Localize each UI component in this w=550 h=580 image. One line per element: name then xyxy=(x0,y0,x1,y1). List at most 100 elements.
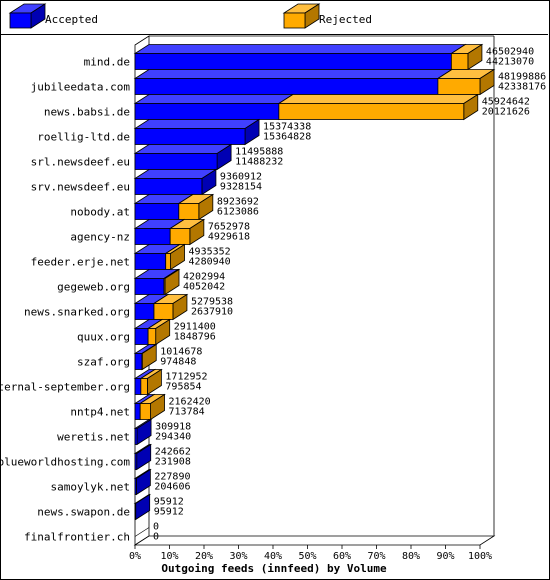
bar-accepted xyxy=(133,493,152,521)
accepted-value-label: 6123086 xyxy=(217,207,259,218)
rejected-swatch-box xyxy=(282,3,321,29)
category-label: nntp4.net xyxy=(70,406,130,419)
accepted-value-label: 4280940 xyxy=(189,257,231,268)
accepted-value-label: 15364828 xyxy=(263,132,311,143)
accepted-value-label: 2637910 xyxy=(191,307,233,318)
bar-row xyxy=(134,527,150,537)
offered-value-label: 45924642 xyxy=(482,97,530,108)
bar-rejected xyxy=(450,43,484,71)
offered-value-label: 7652978 xyxy=(208,222,250,233)
bar-accepted xyxy=(133,93,295,121)
category-label: eternal-september.org xyxy=(0,381,130,394)
bar-rejected xyxy=(138,393,166,421)
bar-accepted xyxy=(133,143,233,171)
category-label: finalfrontier.ch xyxy=(24,531,130,544)
accepted-value-label: 0 xyxy=(153,532,159,543)
x-tick-label: 80% xyxy=(402,551,420,562)
accepted-value-label: 4929618 xyxy=(208,232,250,243)
bar-accepted xyxy=(133,68,454,96)
legend-rejected: Rejected xyxy=(282,3,372,29)
accepted-swatch-box xyxy=(8,3,47,29)
offered-value-label: 9360912 xyxy=(220,172,262,183)
bar-accepted xyxy=(133,168,218,196)
category-label: mind.de xyxy=(84,56,130,69)
category-label: feeder.erje.net xyxy=(31,256,130,269)
category-label: srv.newsdeef.eu xyxy=(31,181,130,194)
accepted-value-label: 795854 xyxy=(165,382,201,393)
category-label: news.swapon.de xyxy=(37,506,130,519)
chart-title: Outgoing feeds (innfeed) by Volume xyxy=(161,562,387,575)
accepted-value-label: 4052042 xyxy=(183,282,225,293)
bar-accepted xyxy=(133,443,153,471)
bar-accepted xyxy=(133,468,152,496)
offered-value-label: 4202994 xyxy=(183,272,225,283)
bar-row xyxy=(133,468,152,496)
x-tick-label: 50% xyxy=(298,551,316,562)
category-label: jubileedata.com xyxy=(31,81,131,94)
accepted-value-label: 974848 xyxy=(160,357,196,368)
x-tick-label: 20% xyxy=(195,551,213,562)
bar-rejected xyxy=(168,218,206,246)
offered-value-label: 46502940 xyxy=(486,47,534,58)
bar-row xyxy=(133,368,163,396)
x-tick-label: 90% xyxy=(436,551,454,562)
x-tick-label: 40% xyxy=(264,551,282,562)
category-labels: mind.de jubileedata.com news.babsi.de roell… xyxy=(0,56,130,544)
category-label: agency-nz xyxy=(70,231,130,244)
bar-accepted xyxy=(133,118,261,146)
bar-row xyxy=(133,443,153,471)
legend-accepted: Accepted xyxy=(8,3,98,29)
x-tick-label: 0% xyxy=(129,551,141,562)
legend-swatch-accepted xyxy=(8,3,47,29)
bar-row xyxy=(133,93,480,121)
bar-row xyxy=(133,243,186,271)
category-label: weretis.net xyxy=(57,431,130,444)
bar-accepted xyxy=(133,418,153,446)
bar-rejected xyxy=(164,243,186,271)
bar-rejected xyxy=(140,343,158,371)
category-label: quux.org xyxy=(77,331,130,344)
offered-value-label: 11495888 xyxy=(235,147,283,158)
legend-label-accepted: Accepted xyxy=(45,13,98,26)
bar-row xyxy=(133,393,166,421)
accepted-value-label: 95912 xyxy=(154,507,184,518)
bar-rejected xyxy=(162,268,181,296)
category-label: blueworldhosting.com xyxy=(0,456,130,469)
accepted-value-label: 42338176 xyxy=(498,82,546,93)
bar-empty xyxy=(134,527,150,537)
accepted-value-label: 204606 xyxy=(154,482,190,493)
x-tick-label: 30% xyxy=(229,551,247,562)
legend-swatch-rejected xyxy=(282,3,321,29)
category-label: srl.newsdeef.eu xyxy=(31,156,130,169)
bar-rejected xyxy=(177,193,215,221)
offered-value-label: 2162420 xyxy=(169,397,211,408)
accepted-value-label: 231908 xyxy=(155,457,191,468)
bar-row xyxy=(133,493,152,521)
offered-value-label: 0 xyxy=(153,522,159,533)
category-label: roellig-ltd.de xyxy=(37,131,130,144)
x-tick-label: 100% xyxy=(468,551,492,562)
bars xyxy=(133,43,496,537)
category-label: samoylyk.net xyxy=(51,481,130,494)
bar-rejected xyxy=(436,68,496,96)
offered-value-label: 95912 xyxy=(154,497,184,508)
bar-accepted xyxy=(133,43,467,71)
offered-value-label: 309918 xyxy=(155,422,191,433)
bar-rejected xyxy=(139,368,163,396)
offered-value-label: 48199886 xyxy=(498,72,546,83)
category-label: news.babsi.de xyxy=(44,106,130,119)
accepted-value-label: 9328154 xyxy=(220,182,262,193)
category-label: gegeweb.org xyxy=(57,281,130,294)
bar-row xyxy=(133,118,261,146)
bar-row xyxy=(133,68,496,96)
bar-row xyxy=(133,193,215,221)
bar-rejected xyxy=(277,93,480,121)
accepted-value-label: 713784 xyxy=(169,407,205,418)
x-tick-label: 10% xyxy=(160,551,178,562)
offered-value-label: 227890 xyxy=(154,472,190,483)
legend-area xyxy=(1,1,548,35)
x-tick-label: 70% xyxy=(367,551,385,562)
offered-value-label: 4935352 xyxy=(189,247,231,258)
